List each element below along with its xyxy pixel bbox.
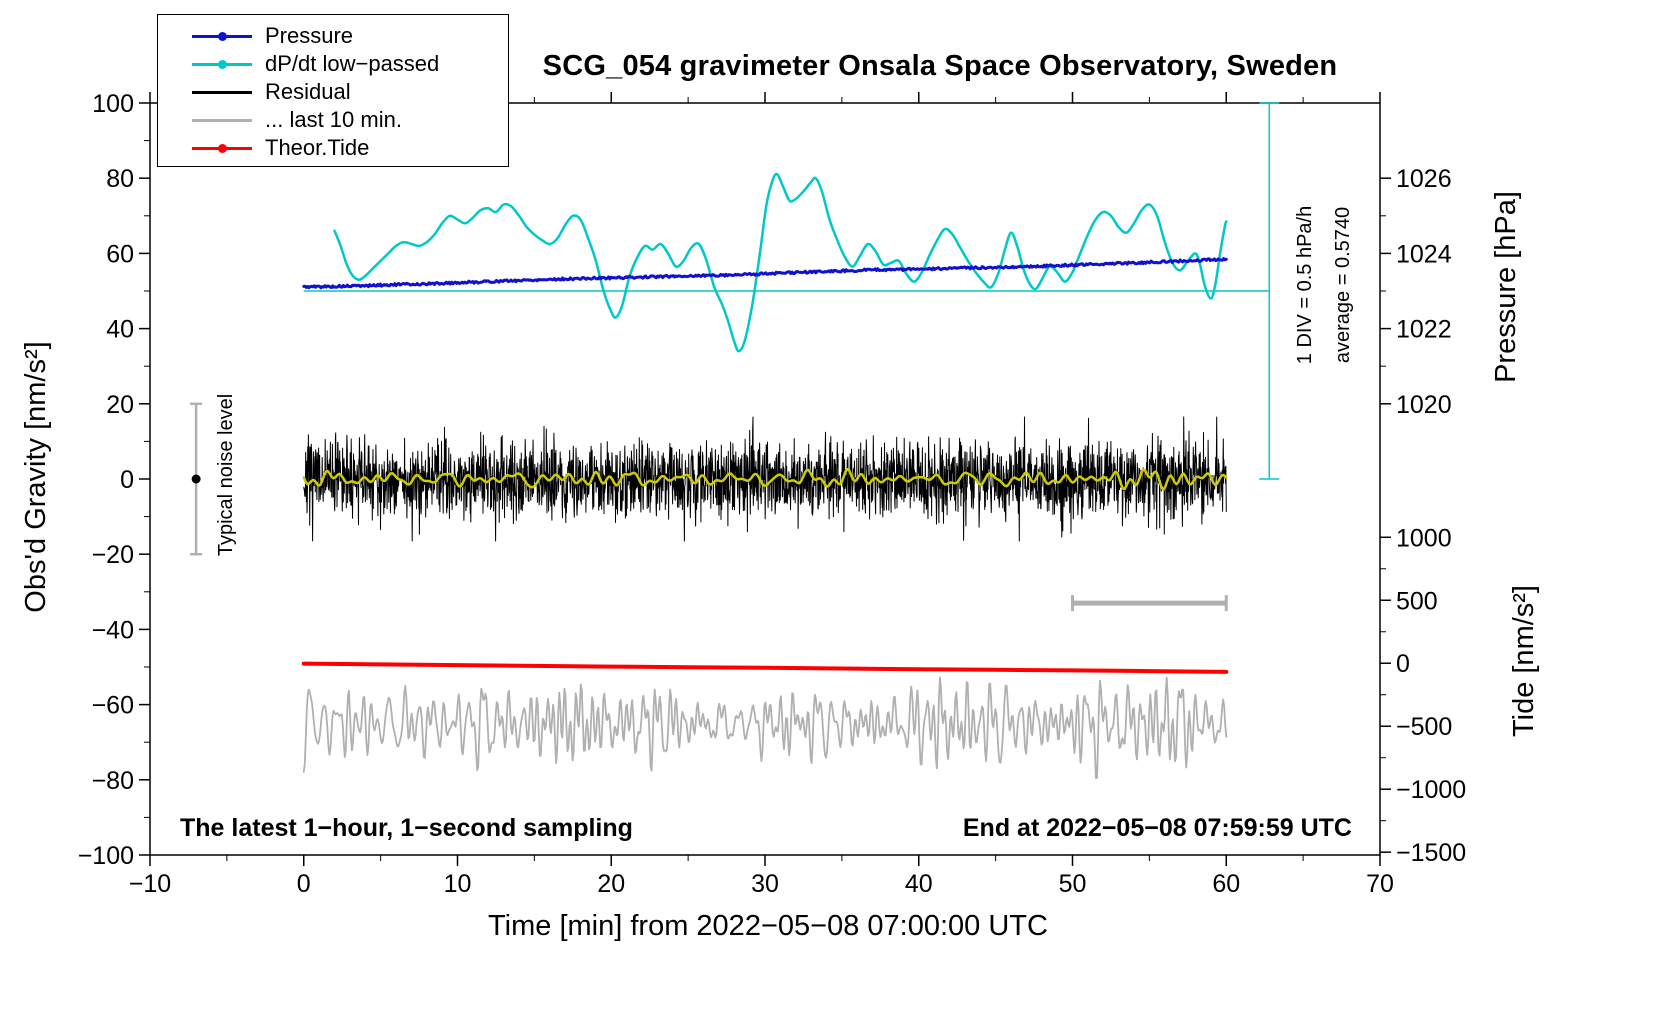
tick-label: 0 (120, 466, 134, 494)
sampling-note: The latest 1−hour, 1−second sampling (180, 814, 633, 842)
tick-label: −500 (1396, 713, 1452, 741)
legend: Pressure dP/dt low−passed Residual ... l… (157, 14, 509, 167)
theor-tide-series (301, 661, 1229, 674)
tick-label: 40 (106, 316, 134, 344)
average-note: average = 0.5740 (1332, 206, 1354, 364)
last10min-window-bar (1071, 595, 1228, 612)
tick-label: 100 (92, 90, 134, 118)
tick-label: 20 (597, 870, 625, 898)
tick-label: 1000 (1396, 524, 1452, 552)
tick-label: 500 (1396, 587, 1438, 615)
tick-label: 70 (1366, 870, 1394, 898)
dpdt-reference (303, 102, 1280, 480)
chart-title: SCG_054 gravimeter Onsala Space Observat… (542, 50, 1338, 82)
legend-item-pressure: Pressure (158, 22, 508, 50)
typical-noise-label: Typical noise level (215, 393, 237, 557)
tick-label: 0 (1396, 650, 1410, 678)
tick-label: 20 (106, 391, 134, 419)
tick-label: −80 (92, 767, 134, 795)
legend-label: ... last 10 min. (265, 107, 402, 132)
legend-item-theortide: Theor.Tide (158, 134, 508, 162)
tick-label: −40 (92, 616, 134, 644)
tick-label: 0 (297, 870, 311, 898)
legend-label: Pressure (265, 23, 354, 48)
pressure-series (302, 257, 1228, 290)
y-axis-label-gravity: Obs'd Gravity [nm/s²] (20, 341, 52, 613)
tick-label: −20 (92, 541, 134, 569)
pressure-line-swatch (192, 22, 252, 50)
tick-label: 30 (751, 870, 779, 898)
tick-label: 80 (106, 165, 134, 193)
tick-label: −60 (92, 692, 134, 720)
tick-label: −1500 (1396, 839, 1466, 867)
legend-label: Theor.Tide (265, 135, 370, 160)
y-axis-label-tide: Tide [nm/s²] (1508, 585, 1540, 738)
x-axis-label: Time [min] from 2022−05−08 07:00:00 UTC (488, 910, 1048, 942)
tick-label: 60 (1212, 870, 1240, 898)
axes: −10 0 10 20 30 40 50 60 70100806040200−20−40−60−… (78, 90, 1467, 898)
legend-label: dP/dt low−passed (265, 51, 440, 76)
tick-label: −10 (129, 870, 171, 898)
theortide-line-swatch (192, 134, 252, 162)
legend-item-residual: Residual (158, 78, 508, 106)
end-time-note: End at 2022−05−08 07:59:59 UTC (962, 814, 1352, 842)
div-scale-note: 1 DIV = 0.5 hPa/h (1294, 205, 1316, 365)
tick-label: 40 (905, 870, 933, 898)
dpdt-lowpassed-series (333, 172, 1228, 353)
tick-label: 1024 (1396, 240, 1452, 268)
legend-item-last10min: ... last 10 min. (158, 106, 508, 134)
tick-label: −100 (78, 842, 134, 870)
residual-line-swatch (192, 78, 252, 106)
tick-label: 50 (1059, 870, 1087, 898)
typical-noise-bar (190, 402, 203, 556)
tick-label: 60 (106, 240, 134, 268)
tick-label: 10 (444, 870, 472, 898)
legend-label: Residual (265, 79, 351, 104)
legend-item-dpdt: dP/dt low−passed (158, 50, 508, 78)
last-10-min-series (302, 676, 1228, 779)
tick-label: 1022 (1396, 316, 1452, 344)
tick-label: 1020 (1396, 391, 1452, 419)
residual-series (303, 416, 1227, 542)
residual-smoothed-series (302, 467, 1228, 491)
tick-label: 1026 (1396, 165, 1452, 193)
tick-label: −1000 (1396, 776, 1466, 804)
dpdt-line-swatch (192, 50, 252, 78)
last10min-line-swatch (192, 106, 252, 134)
noise-bar-dot (191, 474, 201, 484)
